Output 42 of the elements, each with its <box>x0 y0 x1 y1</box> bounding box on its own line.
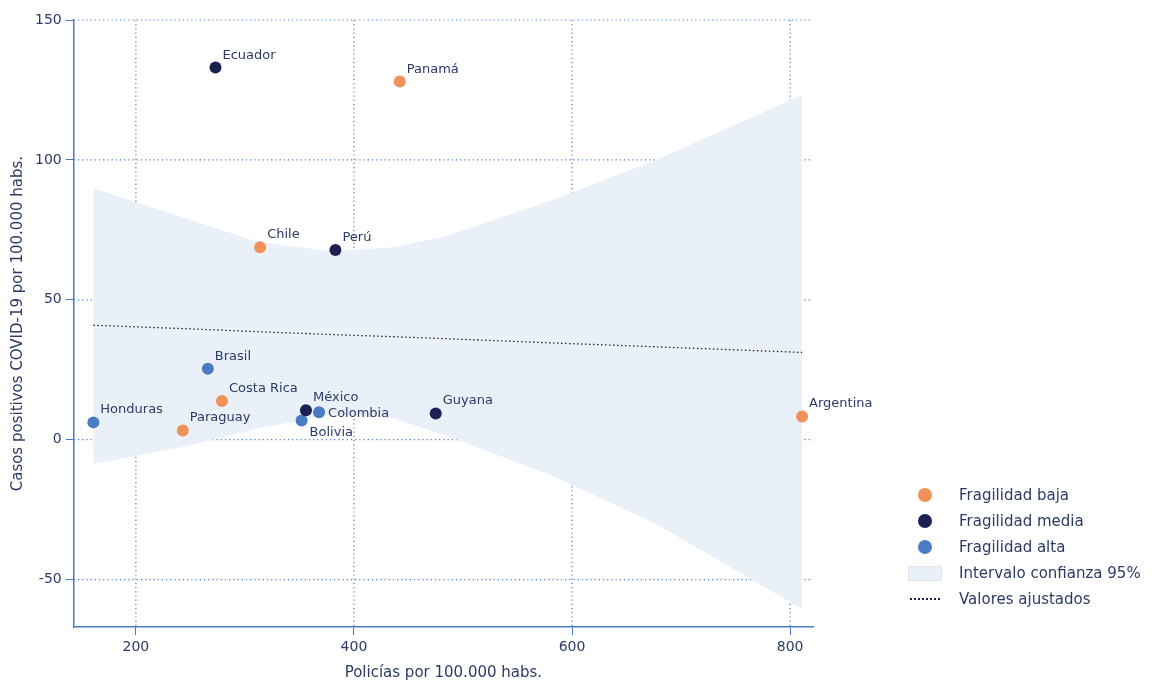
annotation: Guyana <box>442 392 493 408</box>
point <box>329 244 342 257</box>
point <box>176 424 189 437</box>
annotation: Paraguay <box>189 409 251 425</box>
point <box>254 241 267 254</box>
x-tick-label: 400 <box>340 638 368 655</box>
x-tick-label: 800 <box>776 638 804 655</box>
annotation: México <box>312 389 359 405</box>
point <box>201 362 214 375</box>
annotation: Colombia <box>328 405 390 421</box>
point <box>299 404 312 417</box>
y-tick-label: 0 <box>52 430 62 447</box>
point <box>393 75 406 88</box>
annotation: Argentina <box>809 395 873 411</box>
y-tick-label: 50 <box>43 290 62 307</box>
point <box>429 407 442 420</box>
text: Intervalo confianza 95% <box>959 564 1141 582</box>
y-axis-title: Casos positivos COVID-19 por 100.000 habs. <box>7 155 26 492</box>
point <box>796 410 809 423</box>
legend-label: Fragilidad baja <box>959 486 1069 504</box>
point <box>216 395 229 408</box>
y-tick-label: 150 <box>34 10 62 27</box>
legend-label: Fragilidad alta <box>959 538 1066 556</box>
x-tick-label: 600 <box>558 638 586 655</box>
annotation: Chile <box>267 226 300 242</box>
point <box>87 416 100 429</box>
x-tick-label: 200 <box>122 638 150 655</box>
annotation: Bolivia <box>309 424 353 440</box>
point <box>313 406 326 419</box>
annotation: Costa Rica <box>229 380 298 396</box>
point <box>295 414 308 427</box>
annotation: Honduras <box>100 401 164 417</box>
annotation: Panamá <box>406 60 459 76</box>
x-axis-title: Policías por 100.000 habs. <box>344 662 543 681</box>
y-tick-label: 100 <box>34 150 62 167</box>
annotation: Ecuador <box>222 46 277 62</box>
annotation: Brasil <box>214 347 252 363</box>
legend-label: Fragilidad media <box>959 512 1084 530</box>
y-tick-label: -50 <box>38 570 62 587</box>
legend-label: Valores ajustados <box>959 590 1091 608</box>
annotation: Perú <box>342 229 372 245</box>
point <box>209 61 222 74</box>
